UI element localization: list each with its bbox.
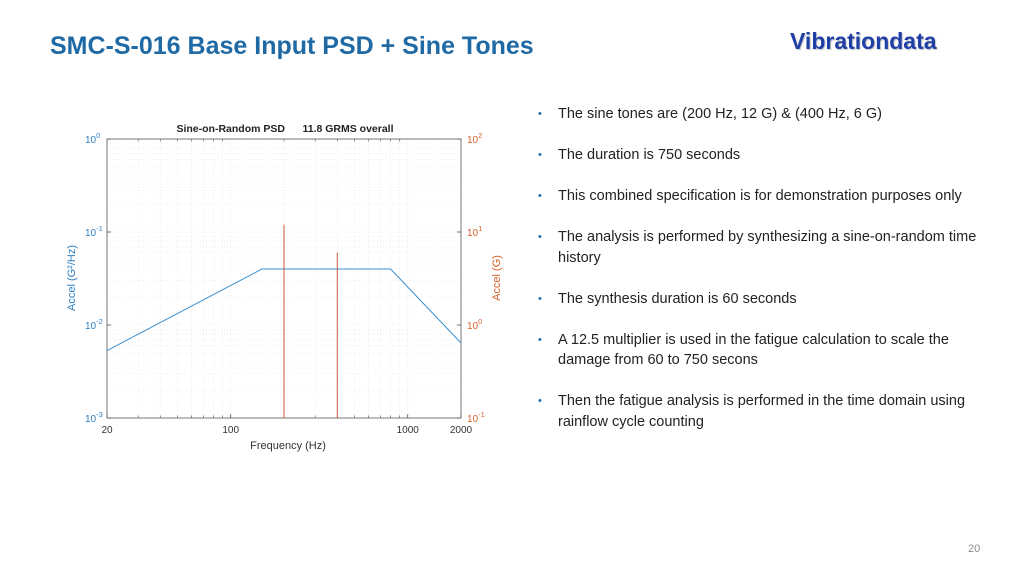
bullet-item: • The duration is 750 seconds <box>538 145 978 166</box>
psd-line <box>106 268 462 352</box>
bullet-item: • The analysis is performed by synthesizi… <box>538 227 978 268</box>
bullet-item: • The sine tones are (200 Hz, 12 G) & (40… <box>538 104 978 125</box>
bullet-item: • A 12.5 multiplier is used in the fatigu… <box>538 330 978 371</box>
bullet-text: Then the fatigue analysis is performed i… <box>558 393 966 430</box>
x-tick-label: 1000 <box>397 425 420 436</box>
left-tick-label: 10-3 <box>85 410 103 425</box>
y-axis-left-label: Accel (G²/Hz) <box>66 245 78 311</box>
bullet-item: • This combined specification is for demo… <box>538 186 978 207</box>
bullet-text: A 12.5 multiplier is used in the fatigue… <box>558 331 949 369</box>
bullet-dot-icon: • <box>538 333 542 346</box>
left-tick-label: 100 <box>85 131 100 146</box>
chart-series <box>106 224 462 418</box>
x-tick-label: 100 <box>222 425 239 436</box>
bullet-dot-icon: • <box>538 108 542 120</box>
bullet-dot-icon: • <box>538 149 542 161</box>
bullet-dot-icon: • <box>538 190 542 202</box>
x-tick-label: 20 <box>101 425 113 436</box>
x-axis-label: Frequency (Hz) <box>250 440 326 452</box>
right-tick-exponent: 0 <box>478 317 482 326</box>
y-axis-right-label: Accel (G) <box>491 255 503 301</box>
bullet-dot-icon: • <box>538 292 542 305</box>
x-tick-label: 2000 <box>450 425 473 436</box>
right-tick-exponent: 2 <box>478 131 482 140</box>
right-tick-label: 101 <box>467 224 482 239</box>
left-tick-exponent: -1 <box>96 224 103 233</box>
page-number: 20 <box>968 543 981 555</box>
x-axis-ticks: 20 100 1000 2000 <box>101 139 473 436</box>
psd-chart-svg: Sine-on-Random PSD 11.8 GRMS overall 100… <box>66 123 503 452</box>
bullet-item: • Then the fatigue analysis is performed … <box>538 391 978 432</box>
bullet-dot-icon: • <box>538 395 542 407</box>
bullet-text: The sine tones are (200 Hz, 12 G) & (400… <box>558 106 882 122</box>
slide-title: SMC-S-016 Base Input PSD + Sine Tones <box>50 32 534 60</box>
bullet-dot-icon: • <box>538 231 542 243</box>
right-tick-exponent: -1 <box>478 410 485 419</box>
brand-logo-text: Vibrationdata <box>790 28 937 54</box>
bullet-item: • The synthesis duration is 60 seconds <box>538 289 978 310</box>
left-tick-label: 10-1 <box>85 224 103 239</box>
bullet-text: The duration is 750 seconds <box>558 147 741 163</box>
bullet-text: The synthesis duration is 60 seconds <box>558 290 797 307</box>
right-tick-label: 100 <box>467 317 482 332</box>
bullet-list: • The sine tones are (200 Hz, 12 G) & (40… <box>538 104 978 453</box>
chart-title: Sine-on-Random PSD 11.8 GRMS overall <box>176 123 393 135</box>
left-tick-exponent: -2 <box>96 317 103 326</box>
bullet-text: This combined specification is for demon… <box>558 188 962 204</box>
left-tick-exponent: -3 <box>96 410 103 419</box>
bullet-text: The analysis is performed by synthesizin… <box>558 229 977 266</box>
right-tick-label: 10-1 <box>467 410 485 425</box>
left-tick-exponent: 0 <box>96 131 100 140</box>
right-tick-label: 102 <box>467 131 482 146</box>
left-tick-label: 10-2 <box>85 317 103 332</box>
right-tick-exponent: 1 <box>478 224 482 233</box>
psd-chart: Sine-on-Random PSD 11.8 GRMS overall 100… <box>40 110 510 460</box>
